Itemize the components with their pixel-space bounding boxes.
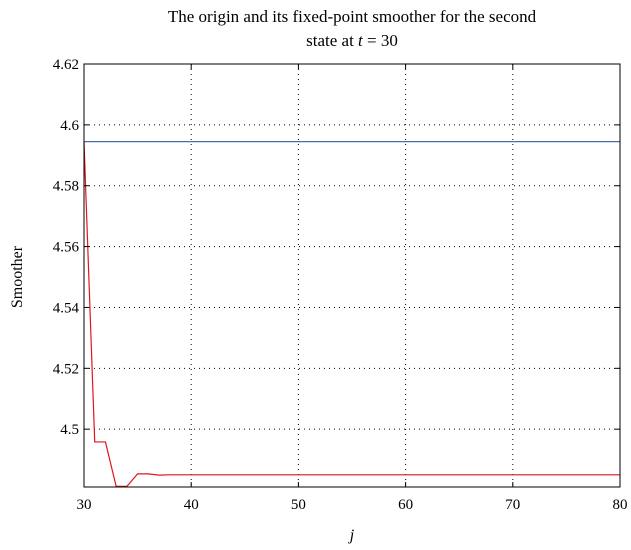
grid <box>84 64 620 487</box>
x-axis-label: j <box>348 527 355 544</box>
ticks <box>83 63 621 487</box>
x-tick-label: 40 <box>184 497 199 513</box>
chart-title: The origin and its fixed-point smoother … <box>168 7 537 50</box>
y-tick-label: 4.6 <box>60 118 79 134</box>
x-tick-label: 70 <box>505 497 520 513</box>
series-line-red <box>83 141 620 487</box>
x-tick-label: 50 <box>291 497 306 513</box>
chart-title-line-2: state at t = 30 <box>306 31 398 50</box>
y-tick-label: 4.56 <box>53 240 80 256</box>
series-group <box>83 141 620 487</box>
y-tick-label: 4.5 <box>60 422 79 438</box>
plot-frame <box>83 63 621 488</box>
y-tick-label: 4.62 <box>53 57 79 73</box>
y-axis-label: Smoother <box>9 245 26 308</box>
y-tick-label: 4.54 <box>53 300 80 316</box>
chart-title-value: = 30 <box>363 31 398 50</box>
x-tick-labels: 30 40 50 60 70 80 <box>77 497 628 513</box>
chart-title-line-1: The origin and its fixed-point smoother … <box>168 7 537 26</box>
chart-title-line-2-text: state at <box>306 31 358 50</box>
x-tick-label: 60 <box>398 497 413 513</box>
y-tick-label: 4.52 <box>53 361 79 377</box>
x-tick-label: 30 <box>77 497 92 513</box>
x-tick-label: 80 <box>613 497 628 513</box>
chart-title-variable: t <box>358 31 364 50</box>
y-tick-label: 4.58 <box>53 179 79 195</box>
y-tick-labels: 4.5 4.52 4.54 4.56 4.58 4.6 4.62 <box>53 57 80 438</box>
